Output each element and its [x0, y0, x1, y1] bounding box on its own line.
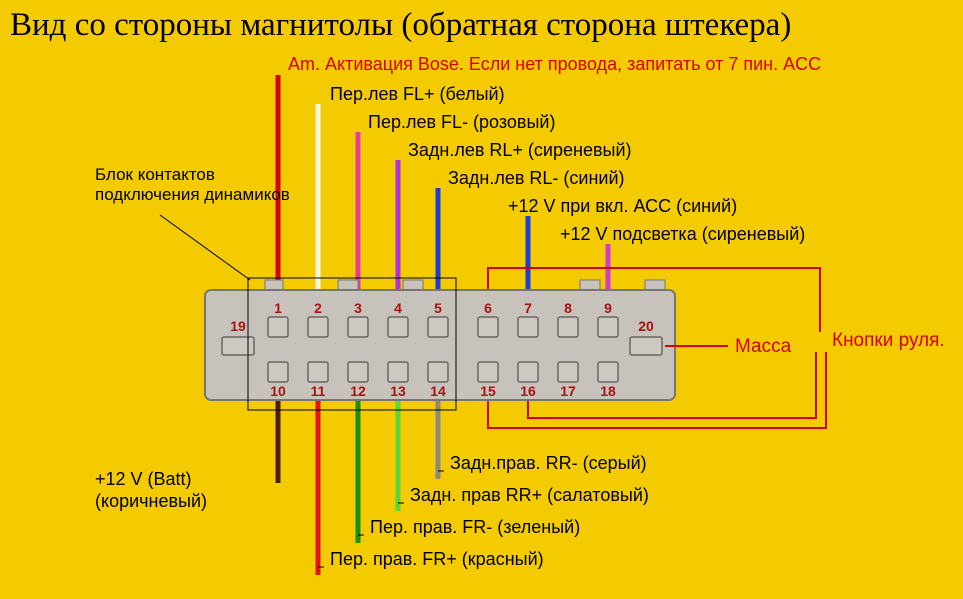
wire-label-pin-3: Пер.лев FL- (розовый) — [368, 112, 555, 132]
pin-number-7: 7 — [524, 300, 532, 316]
wire-label-pin-13: Задн. прав RR+ (салатовый) — [410, 485, 649, 505]
wire-label-pin-2: Пер.лев FL+ (белый) — [330, 84, 505, 104]
pin-9 — [598, 317, 618, 337]
pin-number-2: 2 — [314, 300, 322, 316]
pin-4 — [388, 317, 408, 337]
wire-label-pin-4: Задн.лев RL+ (сиреневый) — [408, 140, 632, 160]
pin-20 — [630, 337, 662, 355]
pin-number-13: 13 — [390, 383, 406, 399]
pin-19 — [222, 337, 254, 355]
pin-number-15: 15 — [480, 383, 496, 399]
pin-number-6: 6 — [484, 300, 492, 316]
pin-11 — [308, 362, 328, 382]
pin-number-11: 11 — [311, 383, 326, 399]
pin-7 — [518, 317, 538, 337]
pin-number-17: 17 — [560, 383, 576, 399]
pin-number-18: 18 — [600, 383, 616, 399]
speaker-block-label: подключения динамиков — [95, 185, 290, 204]
pin-number-9: 9 — [604, 300, 612, 316]
pin-number-1: 1 — [274, 300, 282, 316]
pin-18 — [598, 362, 618, 382]
pin-number-8: 8 — [564, 300, 572, 316]
pin-6 — [478, 317, 498, 337]
pin-10 — [268, 362, 288, 382]
ground-label: Масса — [735, 336, 792, 357]
pin-number-19: 19 — [230, 318, 246, 334]
pin-number-20: 20 — [638, 318, 654, 334]
pin-number-3: 3 — [354, 300, 362, 316]
speaker-block-label: Блок контактов — [95, 165, 215, 184]
wire-label-pin-12: Пер. прав. FR- (зеленый) — [370, 517, 580, 537]
diagram-title: Вид со стороны магнитолы (обратная сторо… — [10, 7, 791, 43]
wire-label-pin-11: Пер. прав. FR+ (красный) — [330, 549, 544, 569]
pin-3 — [348, 317, 368, 337]
wire-label-pin-7: +12 V при вкл. АСС (синий) — [508, 196, 737, 216]
pin-5 — [428, 317, 448, 337]
wire-label-pin-1: Am. Активация Bose. Если нет провода, за… — [288, 54, 821, 74]
pin-14 — [428, 362, 448, 382]
wire-label-pin-10: +12 V (Batt) — [95, 469, 192, 489]
pin-number-10: 10 — [270, 383, 286, 399]
wiring-diagram: Вид со стороны магнитолы (обратная сторо… — [0, 0, 963, 599]
wire-label-pin-14: Задн.прав. RR- (серый) — [450, 453, 647, 473]
steering-buttons-label: Кнопки руля. — [832, 330, 945, 351]
pin-number-4: 4 — [394, 300, 402, 316]
pin-2 — [308, 317, 328, 337]
pin-16 — [518, 362, 538, 382]
wire-label-pin-9: +12 V подсветка (сиреневый) — [560, 224, 805, 244]
pin-12 — [348, 362, 368, 382]
pin-8 — [558, 317, 578, 337]
pin-13 — [388, 362, 408, 382]
pin-17 — [558, 362, 578, 382]
wire-label-pin-10: (коричневый) — [95, 491, 207, 511]
pin-number-12: 12 — [350, 383, 366, 399]
wire-label-pin-5: Задн.лев RL- (синий) — [448, 168, 625, 188]
pin-number-14: 14 — [430, 383, 446, 399]
pin-number-16: 16 — [520, 383, 536, 399]
pin-1 — [268, 317, 288, 337]
pin-15 — [478, 362, 498, 382]
pin-number-5: 5 — [434, 300, 442, 316]
